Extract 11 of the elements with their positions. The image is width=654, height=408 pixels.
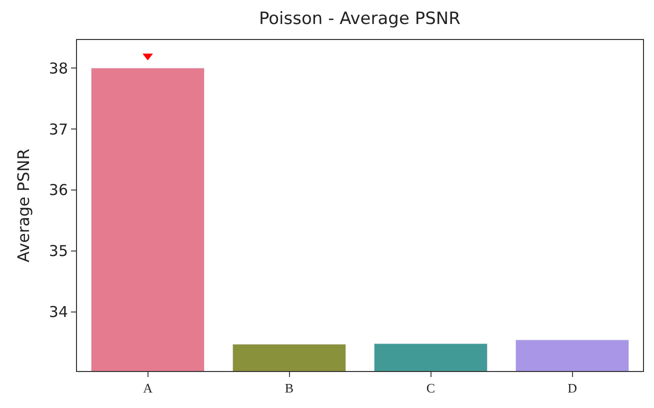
y-tick-label: 37	[48, 120, 68, 138]
chart-title: Poisson - Average PSNR	[259, 9, 461, 30]
y-tick-label: 38	[48, 59, 68, 78]
y-tick-label: 35	[48, 242, 68, 260]
y-axis-title: Average PSNR	[14, 148, 33, 262]
x-tick-label: B	[284, 380, 294, 396]
y-tick-label: 34	[48, 303, 68, 322]
x-tick-label: C	[426, 380, 436, 396]
y-tick-label: 36	[48, 181, 68, 200]
x-tick-label: D	[568, 380, 577, 396]
x-tick-label: A	[143, 380, 154, 396]
